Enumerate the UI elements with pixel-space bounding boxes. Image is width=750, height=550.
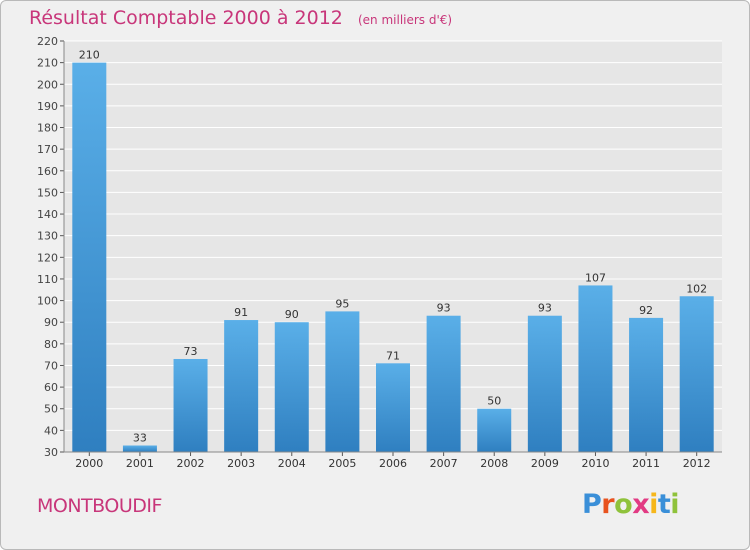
logo-letter: P	[582, 489, 602, 520]
y-tick-label: 150	[37, 186, 58, 199]
bar-2010	[578, 285, 613, 452]
y-tick-label: 90	[44, 316, 58, 329]
value-label-2005: 95	[335, 297, 349, 310]
logo-letter: i	[670, 489, 680, 520]
commune-name: MONTBOUDIF	[37, 495, 162, 517]
bar-2003	[224, 320, 259, 452]
bar-2007	[426, 315, 461, 452]
x-tick-label-2004: 2004	[278, 457, 306, 470]
bar-2000	[72, 62, 107, 452]
x-tick-label-2007: 2007	[430, 457, 458, 470]
y-tick-label: 140	[37, 208, 58, 221]
bar-2005	[325, 311, 360, 452]
y-tick-label: 130	[37, 230, 58, 243]
bar-2011	[629, 317, 664, 452]
x-tick-label-2002: 2002	[177, 457, 205, 470]
value-label-2003: 91	[234, 306, 248, 319]
logo-letter: x	[632, 489, 650, 520]
value-label-2010: 107	[585, 271, 606, 284]
bar-2012	[679, 296, 714, 452]
title-row: Résultat Comptable 2000 à 2012 (en milli…	[29, 7, 452, 29]
y-tick-label: 60	[44, 381, 58, 394]
value-label-2006: 71	[386, 349, 400, 362]
bar-2008	[477, 408, 512, 452]
proxiti-logo: Proxiti	[582, 489, 680, 520]
y-tick-label: 120	[37, 251, 58, 264]
y-tick-label: 200	[37, 78, 58, 91]
y-tick-label: 210	[37, 57, 58, 70]
bar-2009	[527, 315, 562, 452]
y-tick-label: 160	[37, 165, 58, 178]
value-label-2009: 93	[538, 302, 552, 315]
x-tick-label-2012: 2012	[683, 457, 711, 470]
x-tick-label-2009: 2009	[531, 457, 559, 470]
chart-title: Résultat Comptable 2000 à 2012	[29, 7, 343, 29]
value-label-2000: 210	[79, 49, 100, 62]
value-label-2012: 102	[686, 282, 707, 295]
x-tick-label-2001: 2001	[126, 457, 154, 470]
y-tick-label: 220	[37, 35, 58, 48]
y-tick-label: 100	[37, 295, 58, 308]
y-tick-label: 30	[44, 446, 58, 459]
value-label-2004: 90	[285, 308, 299, 321]
y-tick-label: 70	[44, 359, 58, 372]
value-label-2008: 50	[487, 395, 501, 408]
logo-letter: o	[614, 489, 633, 520]
value-label-2002: 73	[184, 345, 198, 358]
y-tick-label: 40	[44, 424, 58, 437]
y-tick-label: 190	[37, 100, 58, 113]
logo-letter: t	[657, 489, 671, 520]
logo-letter: r	[601, 489, 615, 520]
x-tick-label-2006: 2006	[379, 457, 407, 470]
bar-2001	[122, 445, 157, 452]
logo-letter: i	[649, 489, 658, 520]
value-label-2011: 92	[639, 304, 653, 317]
x-tick-label-2008: 2008	[480, 457, 508, 470]
bar-2006	[376, 363, 410, 452]
x-tick-label-2011: 2011	[632, 457, 660, 470]
x-tick-label-2010: 2010	[581, 457, 609, 470]
value-label-2007: 93	[437, 302, 451, 315]
y-tick-label: 50	[44, 403, 58, 416]
y-tick-label: 110	[37, 273, 58, 286]
bar-2002	[173, 358, 208, 452]
y-tick-label: 180	[37, 122, 58, 135]
x-tick-label-2005: 2005	[328, 457, 356, 470]
x-tick-label-2000: 2000	[75, 457, 103, 470]
y-tick-label: 80	[44, 338, 58, 351]
x-tick-label-2003: 2003	[227, 457, 255, 470]
value-label-2001: 33	[133, 432, 147, 445]
chart-unit: (en milliers d'€)	[357, 13, 453, 27]
y-tick-label: 170	[37, 143, 58, 156]
bar-2004	[274, 322, 309, 452]
